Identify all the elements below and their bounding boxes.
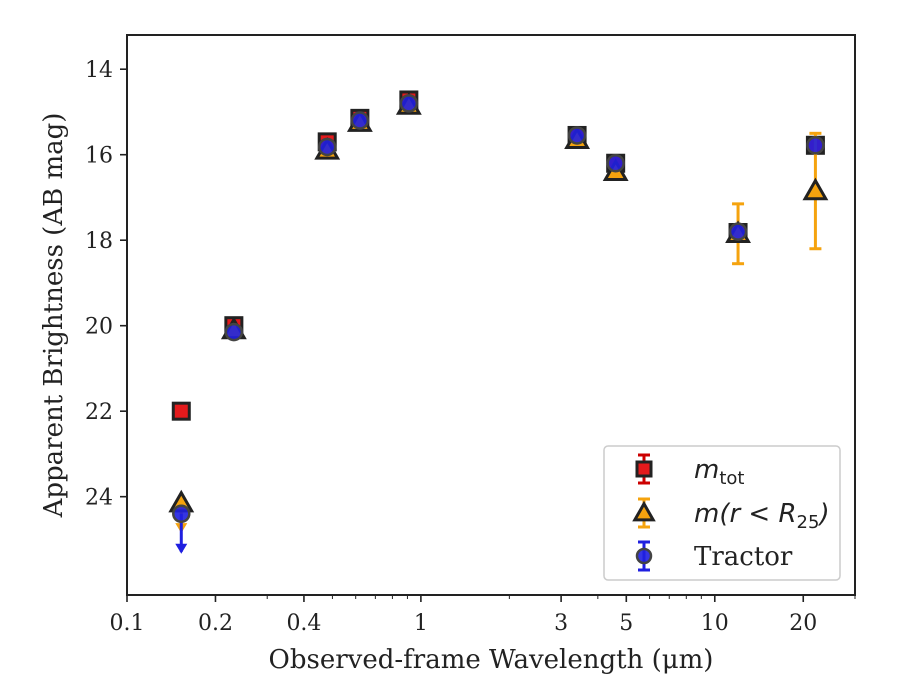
legend-label-tractor: Tractor [694,542,793,572]
y-tick-label: 24 [85,486,113,511]
legend-label-mtot: mtot [694,455,744,489]
axes: 0.1 0.2 0.4 1 3 5 10 20 14 16 18 20 22 24 [85,34,856,636]
plot-frame [126,34,856,596]
legend-marker-tractor [635,547,653,565]
tractor-point [172,504,191,524]
tractor-point [399,94,419,113]
x-tick-label: 3 [554,611,568,636]
y-tick-label: 20 [85,315,113,340]
tractor-point [224,322,244,342]
tractor-point [806,136,825,155]
tractor-upper-limit-arrow-head [175,543,188,554]
legend-item-tractor: Tractor [635,540,793,572]
x-tick-label: 5 [619,611,633,636]
x-axis-title: Observed-frame Wavelength (μm) [269,645,714,675]
legend-label-mr25: m(r < R25) [694,499,830,533]
tractor-point [350,111,370,130]
y-tick-label: 18 [85,229,113,254]
series-mtot [171,90,825,421]
x-tick-label: 1 [414,611,428,636]
legend-item-mr25: m(r < R25) [632,497,830,533]
y-tick-label: 22 [85,400,113,425]
mr25-point [802,177,829,201]
legend-box [603,445,841,581]
y-tick-label: 14 [85,58,113,83]
tractor-point [567,126,587,145]
legend: mtot m(r < R25) Tractor [603,445,841,581]
x-tick-label: 10 [701,611,729,636]
x-tick-label: 20 [789,611,817,636]
x-tick-label: 0.1 [110,611,145,636]
tractor-point [728,222,748,241]
legend-marker-mtot [635,460,653,478]
legend-item-mtot: mtot [635,453,744,489]
x-tick-label: 0.2 [198,611,233,636]
x-tick-label: 0.4 [286,611,321,636]
y-axis-title: Apparent Brightness (AB mag) [39,113,69,519]
tractor-point [606,153,625,173]
mtot-point [171,401,191,421]
legend-marker-mr25 [632,500,656,522]
tractor-point [317,137,337,157]
series-tractor [172,94,825,554]
y-tick-label: 16 [85,144,113,169]
plot-area [168,90,829,554]
